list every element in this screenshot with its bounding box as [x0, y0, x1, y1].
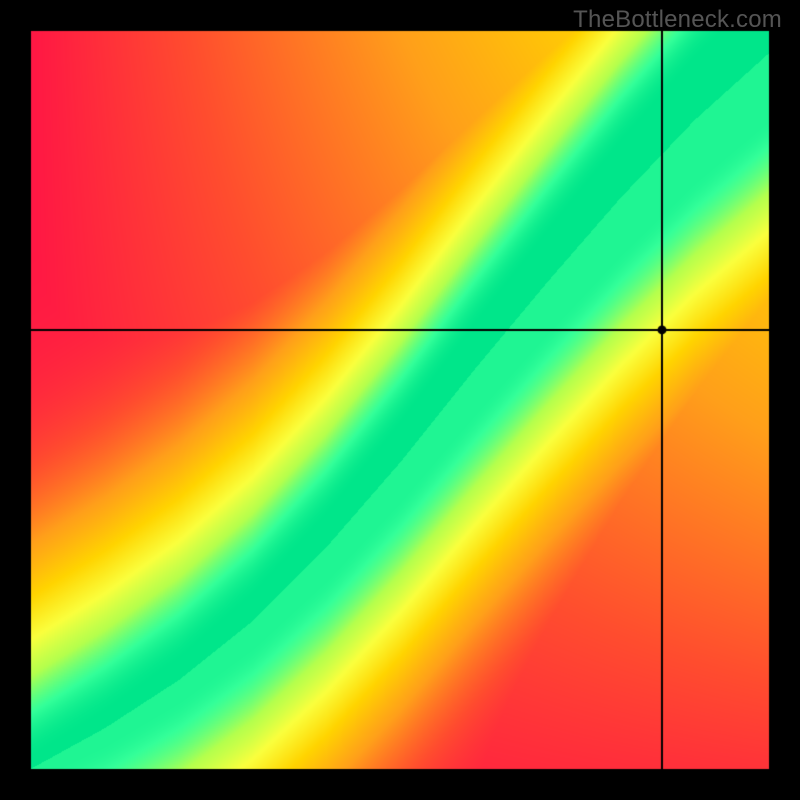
attribution-label: TheBottleneck.com — [573, 6, 782, 34]
bottleneck-heatmap-chart: TheBottleneck.com — [0, 0, 800, 800]
heatmap-canvas — [0, 0, 800, 800]
